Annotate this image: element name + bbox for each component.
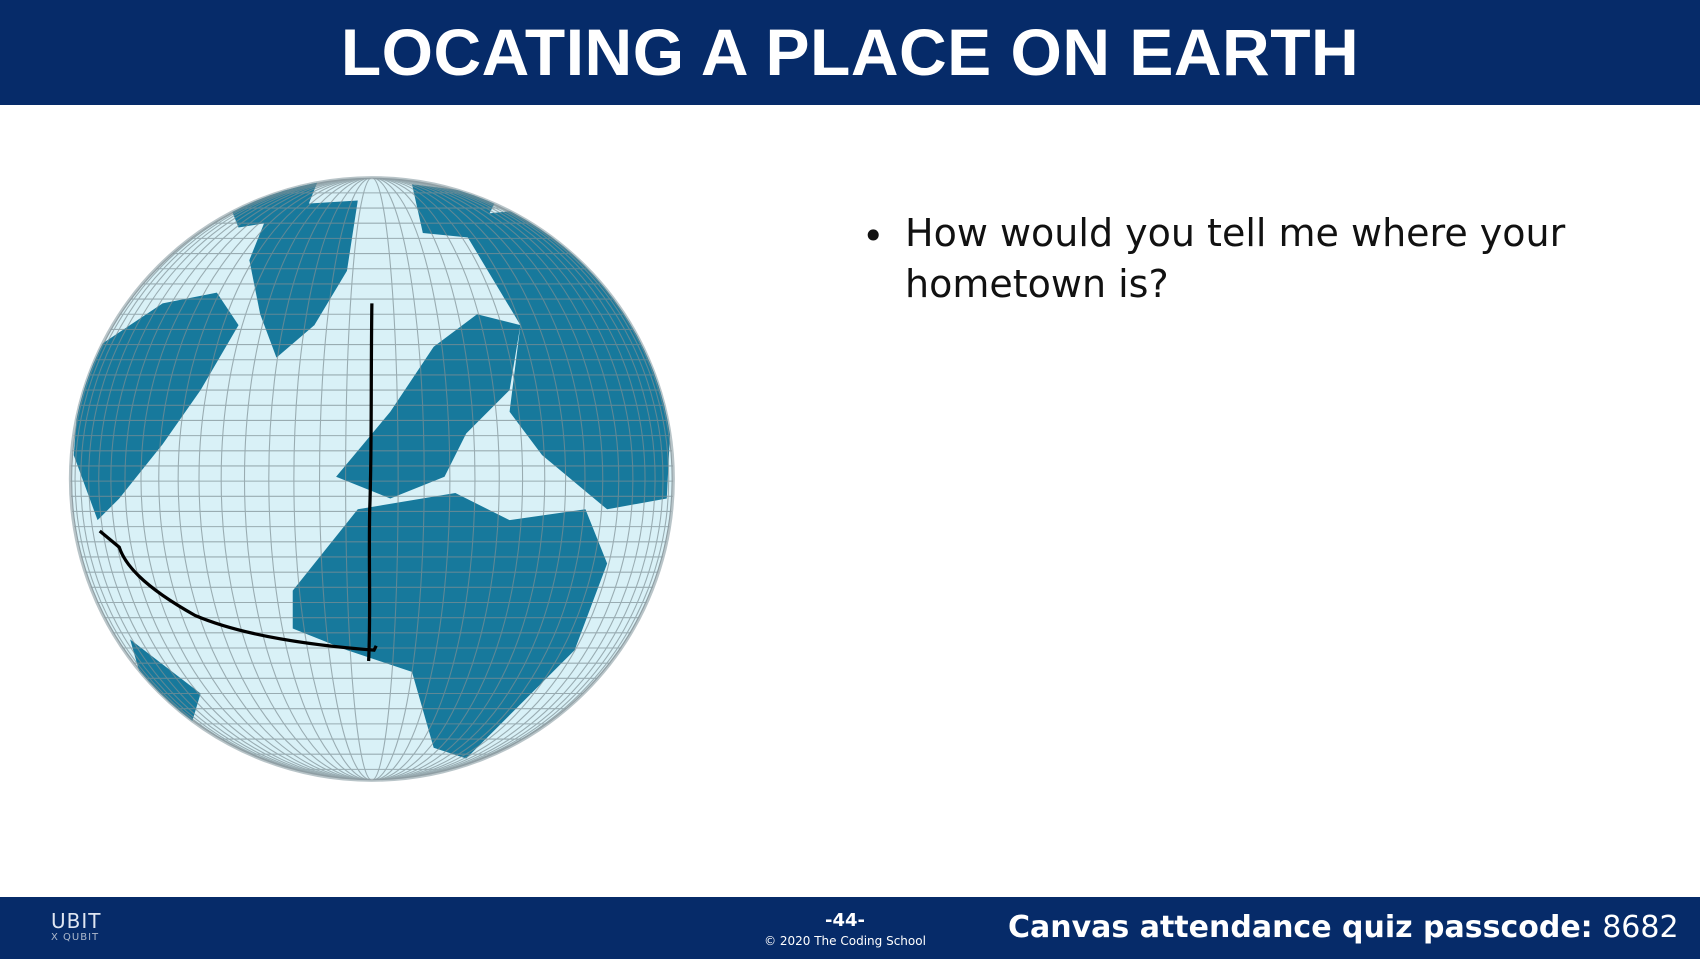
grid-stroke <box>74 177 670 781</box>
header-bar <box>0 0 1700 105</box>
grid-stroke <box>198 177 546 781</box>
footer-bar <box>0 897 1700 959</box>
grid-stroke <box>140 177 604 781</box>
bullet-text: How would you tell me where your hometow… <box>905 211 1566 306</box>
grid-stroke <box>220 177 524 781</box>
logo-text: UBIT <box>51 909 102 933</box>
slide-title: LOCATING A PLACE ON EARTH <box>340 15 1360 89</box>
grid-stroke <box>71 177 673 781</box>
grid-stroke <box>318 177 425 781</box>
ink-parallel <box>98 529 378 652</box>
grid-stroke <box>88 177 656 781</box>
grid-stroke <box>158 177 586 781</box>
grid-stroke <box>98 177 646 781</box>
ink-meridian <box>366 303 374 662</box>
logo-subtext: X QUBIT <box>51 932 100 943</box>
passcode-label: Canvas attendance quiz passcode: <box>1008 910 1593 945</box>
bullet-marker: • <box>862 214 885 258</box>
grid-stroke <box>345 177 399 781</box>
passcode-row: Canvas attendance quiz passcode: 8682 <box>1008 910 1679 945</box>
grid-stroke <box>124 177 620 781</box>
page-number: -44- <box>825 910 865 931</box>
grid-stroke <box>243 177 500 781</box>
copyright: © 2020 The Coding School <box>764 934 926 948</box>
grid-stroke <box>110 177 634 781</box>
globe <box>68 176 675 782</box>
passcode: 8682 <box>1602 910 1679 945</box>
grid-stroke <box>177 177 567 781</box>
grid-stroke <box>80 177 664 781</box>
grid-stroke <box>268 177 476 781</box>
grid-stroke <box>293 177 451 781</box>
